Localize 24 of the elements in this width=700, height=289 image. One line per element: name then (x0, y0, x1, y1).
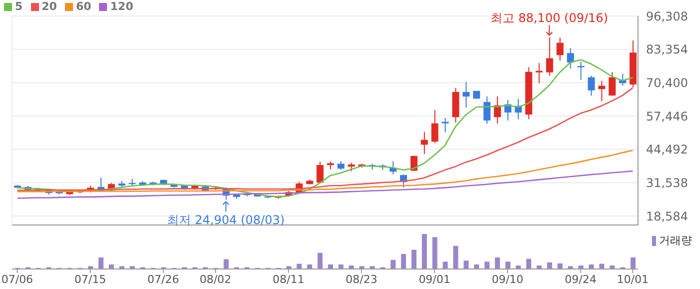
legend-label: 5 (15, 0, 23, 13)
x-tick-label: 07/06 (1, 272, 34, 286)
x-tick-label: 09/10 (492, 272, 524, 286)
y-tick-label: 31,538 (646, 176, 688, 190)
y-tick-label: 18,584 (646, 209, 688, 224)
x-tick-label: 09/01 (418, 272, 450, 286)
legend-label: 120 (110, 0, 134, 13)
x-tick-label: 08/02 (200, 272, 232, 286)
x-tick-label: 09/24 (564, 272, 596, 286)
legend-label: 60 (76, 0, 92, 13)
y-tick-label: 96,308 (646, 9, 688, 24)
x-tick-label: 08/11 (272, 272, 304, 286)
x-tick-label: 07/15 (74, 272, 106, 286)
y-tick-label: 44,492 (646, 142, 688, 157)
x-tick-label: 08/23 (346, 272, 378, 286)
y-tick-label: 57,446 (646, 109, 688, 124)
x-tick-label: 10/01 (616, 272, 649, 286)
y-tick-label: 70,400 (646, 76, 688, 90)
y-tick-label: 83,354 (646, 42, 688, 57)
annotation: 최고 88,100 (09/16) (490, 11, 608, 26)
x-tick-label: 07/26 (147, 272, 180, 286)
legend-label: 20 (42, 0, 57, 13)
annotation: 최저 24,904 (08/03) (167, 212, 285, 227)
legend-label: 거래량 (659, 233, 692, 248)
